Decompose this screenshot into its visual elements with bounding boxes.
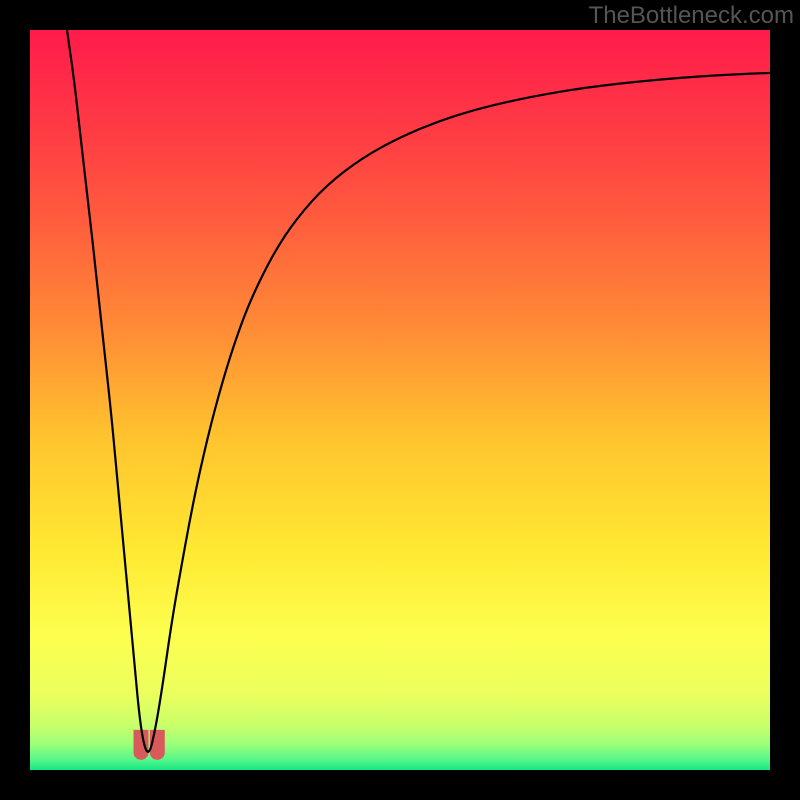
chart-svg [0, 0, 800, 800]
chart-container: TheBottleneck.com [0, 0, 800, 800]
plot-gradient-area [30, 30, 770, 770]
watermark-text: TheBottleneck.com [589, 2, 794, 30]
dip-marker-lobe [134, 730, 149, 760]
